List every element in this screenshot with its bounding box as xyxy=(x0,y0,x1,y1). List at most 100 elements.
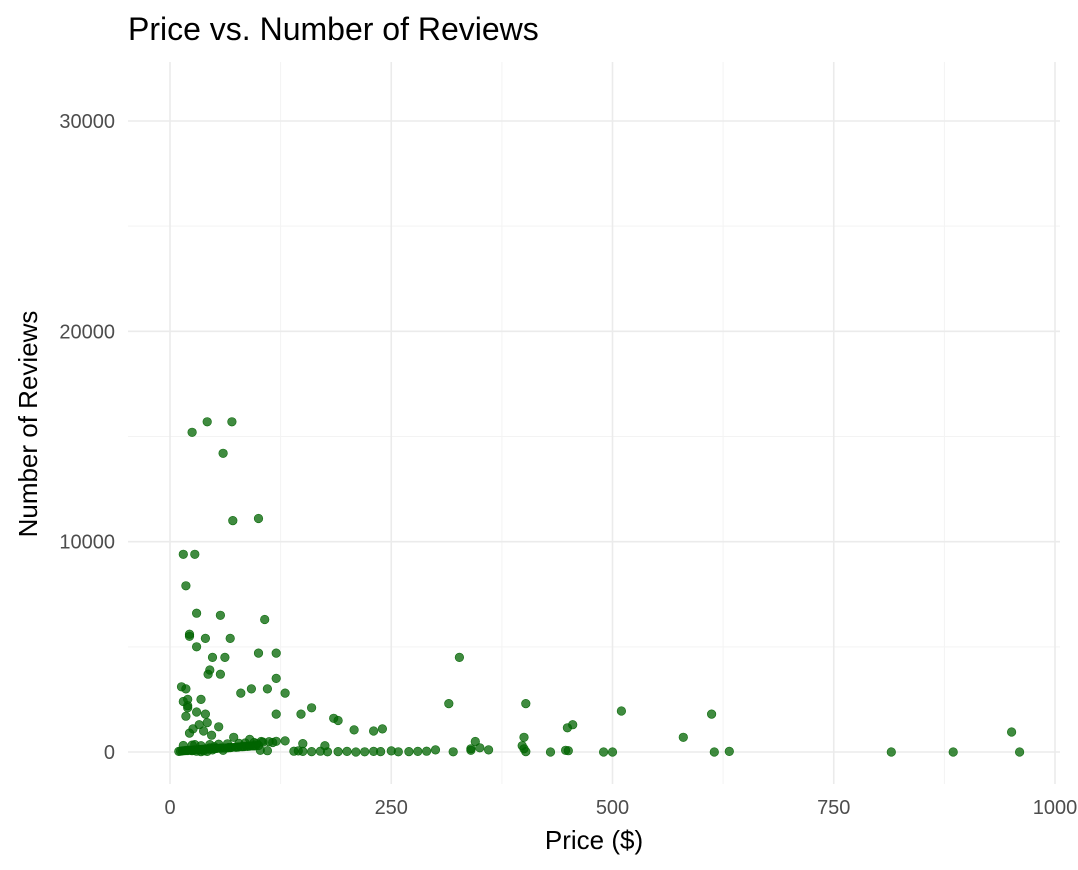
data-point xyxy=(296,709,306,719)
data-point xyxy=(948,747,958,757)
data-point xyxy=(236,688,246,698)
y-tick-label: 30000 xyxy=(59,111,115,133)
data-point xyxy=(376,746,386,757)
data-point xyxy=(200,633,210,644)
data-point xyxy=(475,743,485,753)
y-tick-label: 10000 xyxy=(59,532,115,554)
data-point xyxy=(218,448,228,458)
data-point xyxy=(320,741,330,751)
data-point xyxy=(377,724,388,734)
data-point xyxy=(706,709,717,719)
data-point xyxy=(448,747,458,757)
data-point xyxy=(413,746,423,757)
data-point xyxy=(200,709,210,719)
data-point xyxy=(430,745,441,755)
data-point xyxy=(678,732,688,742)
data-point xyxy=(444,698,454,709)
data-point xyxy=(246,684,256,694)
data-point xyxy=(229,732,239,742)
data-point xyxy=(484,745,494,755)
data-point xyxy=(215,610,225,620)
x-tick-label: 1000 xyxy=(1033,797,1078,819)
y-axis-ticks: 0 10000 20000 30000 xyxy=(59,111,115,764)
data-point xyxy=(351,747,361,757)
y-tick-label: 0 xyxy=(104,742,115,764)
x-tick-label: 750 xyxy=(817,797,850,819)
data-point xyxy=(886,747,896,757)
data-point xyxy=(183,703,193,713)
x-tick-label: 0 xyxy=(164,797,175,819)
data-point xyxy=(560,745,571,755)
data-point xyxy=(184,629,195,639)
data-point xyxy=(360,747,370,757)
data-point xyxy=(333,746,343,757)
grid xyxy=(128,62,1060,784)
data-point xyxy=(227,417,237,427)
data-point xyxy=(393,747,403,757)
data-point xyxy=(404,746,414,757)
data-point xyxy=(607,747,618,757)
data-point xyxy=(280,688,290,698)
data-point xyxy=(298,746,308,757)
data-point xyxy=(178,696,188,707)
data-point xyxy=(207,652,218,663)
data-point xyxy=(187,427,197,437)
y-axis-title: Number of Reviews xyxy=(13,311,43,538)
data-point xyxy=(202,417,212,427)
data-point xyxy=(298,738,308,749)
data-point xyxy=(192,608,202,618)
data-point xyxy=(369,726,379,736)
data-point xyxy=(215,669,225,679)
data-point xyxy=(202,717,212,728)
data-point xyxy=(307,703,317,713)
data-point xyxy=(199,726,209,736)
data-point xyxy=(228,515,238,526)
data-point xyxy=(1014,747,1025,757)
data-point xyxy=(598,747,609,757)
data-point xyxy=(422,746,432,756)
data-point xyxy=(260,614,270,625)
data-point xyxy=(271,709,281,719)
data-point xyxy=(184,728,195,738)
x-tick-label: 250 xyxy=(375,797,408,819)
data-point xyxy=(178,549,188,559)
data-point xyxy=(192,642,202,652)
data-point xyxy=(190,549,200,559)
data-point xyxy=(521,698,531,709)
data-point xyxy=(203,669,213,679)
data-point xyxy=(454,652,465,663)
data-point xyxy=(271,736,281,746)
data-point xyxy=(192,707,202,717)
x-tick-label: 500 xyxy=(596,797,629,819)
data-point xyxy=(214,722,224,732)
data-point xyxy=(262,684,273,694)
data-point xyxy=(271,648,281,658)
data-point xyxy=(253,648,264,658)
data-point xyxy=(517,741,527,751)
data-point xyxy=(1006,727,1017,737)
data-point xyxy=(709,747,719,757)
data-point xyxy=(349,725,359,735)
data-point xyxy=(724,746,734,757)
data-point xyxy=(207,730,217,740)
data-point xyxy=(616,706,627,716)
data-point xyxy=(333,715,343,726)
data-point xyxy=(220,652,230,663)
data-point xyxy=(545,747,556,757)
y-tick-label: 20000 xyxy=(59,321,115,343)
data-point xyxy=(280,736,290,746)
x-axis-title: Price ($) xyxy=(545,825,643,855)
data-point xyxy=(181,581,191,591)
data-point xyxy=(181,711,191,721)
data-points xyxy=(174,417,1025,757)
data-point xyxy=(562,723,573,733)
data-point xyxy=(519,732,529,742)
data-point xyxy=(271,673,281,684)
data-point xyxy=(262,746,273,756)
data-point xyxy=(196,694,206,705)
data-point xyxy=(181,684,191,694)
data-point xyxy=(466,744,476,754)
chart-title: Price vs. Number of Reviews xyxy=(128,11,539,47)
data-point xyxy=(307,746,317,757)
